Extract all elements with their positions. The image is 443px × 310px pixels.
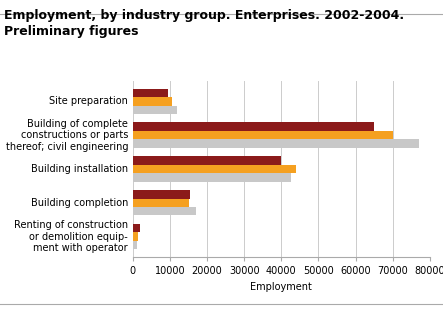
Bar: [133, 173, 291, 182]
Bar: [133, 156, 281, 165]
Bar: [133, 131, 392, 140]
Bar: [133, 97, 172, 105]
Bar: [133, 190, 190, 198]
Bar: [133, 140, 419, 148]
Bar: [133, 122, 374, 131]
Bar: [133, 105, 177, 114]
X-axis label: Employment: Employment: [250, 282, 312, 292]
Text: Employment, by industry group. Enterprises. 2002-2004.
Preliminary figures: Employment, by industry group. Enterpris…: [4, 9, 404, 38]
Bar: [133, 89, 168, 97]
Bar: [133, 165, 296, 173]
Bar: [133, 207, 196, 215]
Bar: [133, 232, 139, 241]
Bar: [133, 198, 189, 207]
Bar: [133, 241, 137, 249]
Bar: [133, 224, 140, 232]
